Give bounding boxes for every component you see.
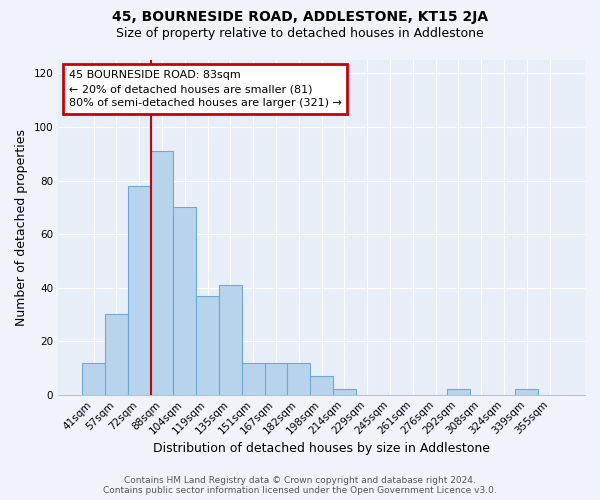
Y-axis label: Number of detached properties: Number of detached properties — [15, 129, 28, 326]
Bar — [82, 362, 105, 394]
Bar — [310, 376, 333, 394]
Bar — [333, 390, 356, 394]
Bar — [219, 285, 242, 395]
Text: Contains HM Land Registry data © Crown copyright and database right 2024.
Contai: Contains HM Land Registry data © Crown c… — [103, 476, 497, 495]
Text: Size of property relative to detached houses in Addlestone: Size of property relative to detached ho… — [116, 28, 484, 40]
Bar — [196, 296, 219, 394]
Bar — [515, 390, 538, 394]
Bar — [447, 390, 470, 394]
Bar — [242, 362, 265, 394]
Text: 45 BOURNESIDE ROAD: 83sqm
← 20% of detached houses are smaller (81)
80% of semi-: 45 BOURNESIDE ROAD: 83sqm ← 20% of detac… — [69, 70, 341, 108]
Bar — [173, 208, 196, 394]
Bar — [105, 314, 128, 394]
Bar — [265, 362, 287, 394]
Bar — [287, 362, 310, 394]
Bar — [151, 151, 173, 394]
Bar — [128, 186, 151, 394]
X-axis label: Distribution of detached houses by size in Addlestone: Distribution of detached houses by size … — [153, 442, 490, 455]
Text: 45, BOURNESIDE ROAD, ADDLESTONE, KT15 2JA: 45, BOURNESIDE ROAD, ADDLESTONE, KT15 2J… — [112, 10, 488, 24]
